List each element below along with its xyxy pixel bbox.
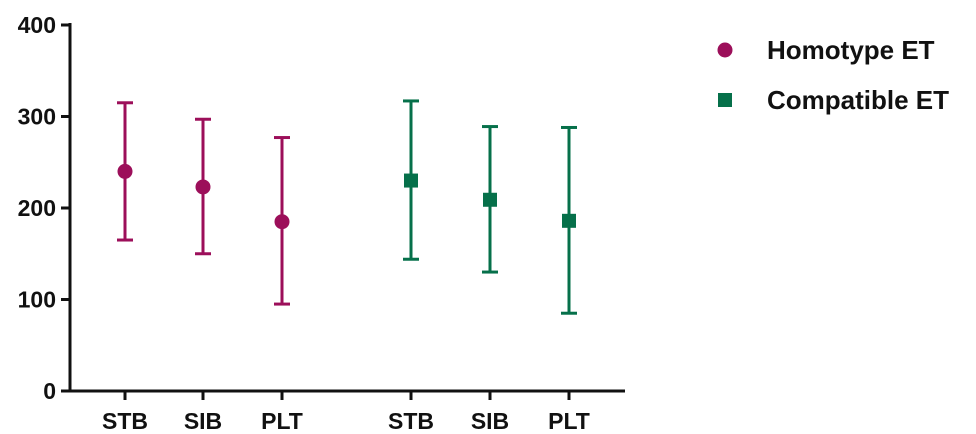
legend-label: Compatible ET xyxy=(767,85,949,115)
y-tick-label: 200 xyxy=(18,195,56,221)
data-point xyxy=(562,213,576,228)
data-point xyxy=(195,179,211,195)
axes: 0 100 200 300 400 STB SIB PLT STB SIB PLT xyxy=(18,12,625,434)
y-tick-label: 300 xyxy=(18,104,56,130)
plot-marks xyxy=(117,99,577,315)
x-tick-label: PLT xyxy=(548,408,590,434)
x-tick-label: SIB xyxy=(184,408,222,434)
data-point xyxy=(117,163,133,179)
x-tick-label: STB xyxy=(388,408,434,434)
data-point xyxy=(274,214,290,230)
data-point xyxy=(483,192,497,207)
y-tick-label: 0 xyxy=(43,378,56,404)
x-tick-label: PLT xyxy=(261,408,303,434)
legend-label: Homotype ET xyxy=(767,35,935,65)
legend-marker xyxy=(717,42,733,58)
legend-marker xyxy=(718,93,732,107)
y-tick-label: 100 xyxy=(18,287,56,313)
x-tick-label: STB xyxy=(102,408,148,434)
data-point xyxy=(404,173,418,188)
legend: Homotype ET Compatible ET xyxy=(717,35,949,115)
y-tick-label: 400 xyxy=(18,12,56,38)
x-tick-label: SIB xyxy=(471,408,509,434)
